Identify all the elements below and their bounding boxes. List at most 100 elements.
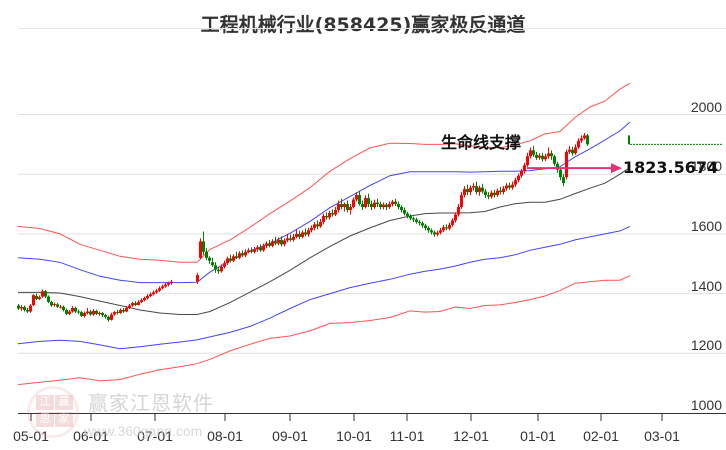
candle-body [211, 262, 214, 266]
candle-body [155, 290, 158, 293]
watermark-logo: 江 赢 恩 家 [27, 386, 79, 438]
candle-body [325, 215, 328, 218]
support-value: 1823.5674 [623, 158, 719, 177]
y-tick-1000: 1000 [690, 397, 722, 413]
candle-body [403, 210, 406, 214]
candle-body [373, 202, 376, 208]
candle-body [559, 169, 562, 178]
candle-body [56, 304, 59, 307]
candle-body [568, 149, 571, 152]
candle-body [577, 140, 580, 148]
candle-body [541, 155, 544, 160]
candle-body [445, 227, 448, 229]
candle-body [490, 192, 493, 197]
candle-body [472, 186, 475, 188]
watermark-url: www.360gann.com [84, 423, 203, 439]
candle-body [328, 213, 331, 218]
inner-lower-line [17, 225, 631, 350]
candle-body [427, 227, 430, 231]
candle-body [370, 204, 373, 208]
candle-body [74, 307, 77, 312]
candle-body [400, 207, 403, 211]
candle-body [107, 316, 110, 320]
support-label: 生命线支撑 [441, 133, 522, 152]
candle-body [322, 215, 325, 222]
candle-body [583, 135, 586, 139]
candle-body [29, 305, 32, 312]
x-tick-08-01: 08-01 [207, 428, 243, 444]
candle-body [484, 191, 487, 196]
candle-body [65, 310, 68, 314]
y-tick-2000: 2000 [690, 99, 722, 115]
candle-body [424, 225, 427, 228]
candle-body [565, 151, 568, 178]
candle-body [280, 239, 283, 245]
x-tick-06-01: 06-01 [73, 428, 109, 444]
candle-body [319, 221, 322, 227]
candle-body [229, 258, 232, 261]
candle-body [116, 312, 119, 314]
candle-body [235, 256, 238, 258]
candle-body [460, 195, 463, 208]
candle-body [53, 304, 56, 306]
candle-body [286, 238, 289, 241]
candle-body [442, 227, 445, 231]
candle-body [167, 282, 170, 285]
candle-body [307, 230, 310, 235]
candle-body [514, 180, 517, 185]
candle-body [47, 296, 50, 302]
candle-body [113, 312, 116, 315]
candle-body [415, 219, 418, 222]
outer-upper-line [17, 82, 631, 263]
candle-body [32, 295, 35, 305]
support-arrow-icon [611, 163, 622, 174]
candle-body [92, 310, 95, 315]
candle-body [304, 232, 307, 235]
candle-body [418, 221, 421, 224]
candle-body [17, 305, 20, 309]
candle-body [86, 311, 89, 314]
title-divider [18, 28, 726, 29]
candle-body [346, 204, 349, 211]
candle-body [388, 204, 391, 208]
x-tick-02-01: 02-01 [583, 428, 619, 444]
candle-body [310, 227, 313, 231]
candle-body [77, 311, 80, 313]
candle-body [137, 301, 140, 305]
candle-body [20, 307, 23, 309]
candle-body [457, 207, 460, 215]
candle-body [412, 218, 415, 220]
candle-body [409, 215, 412, 219]
candle-body [259, 247, 262, 251]
candle-body [274, 241, 277, 244]
candle-body [520, 171, 523, 176]
candle-body [119, 310, 122, 314]
candle-body [134, 303, 137, 305]
candle-body [376, 202, 379, 205]
candle-body [238, 253, 241, 258]
candle-body [355, 195, 358, 200]
y-tick-1200: 1200 [690, 337, 722, 353]
candle-body [152, 292, 155, 295]
candle-body [364, 198, 367, 208]
candle-body [505, 185, 508, 189]
candle-body [517, 175, 520, 181]
candle-body [208, 257, 211, 261]
candle-body [547, 153, 550, 157]
candle-body [83, 313, 86, 316]
candle-body [95, 310, 98, 314]
candle-body [529, 150, 532, 157]
candle-body [80, 312, 83, 316]
candle-body [394, 201, 397, 205]
candle-body [289, 238, 292, 240]
candle-body [349, 207, 352, 211]
y-tick-1400: 1400 [690, 278, 722, 294]
candle-body [556, 163, 559, 170]
candle-body [448, 224, 451, 229]
candle-body [454, 214, 457, 221]
mid-line-line [18, 166, 631, 315]
watermark-logo-char: 恩 [36, 412, 54, 427]
chart-title: 工程机械行业(858425)赢家极反通道 [200, 14, 526, 36]
outer-lower-line [17, 275, 631, 386]
candle-body [496, 190, 499, 196]
